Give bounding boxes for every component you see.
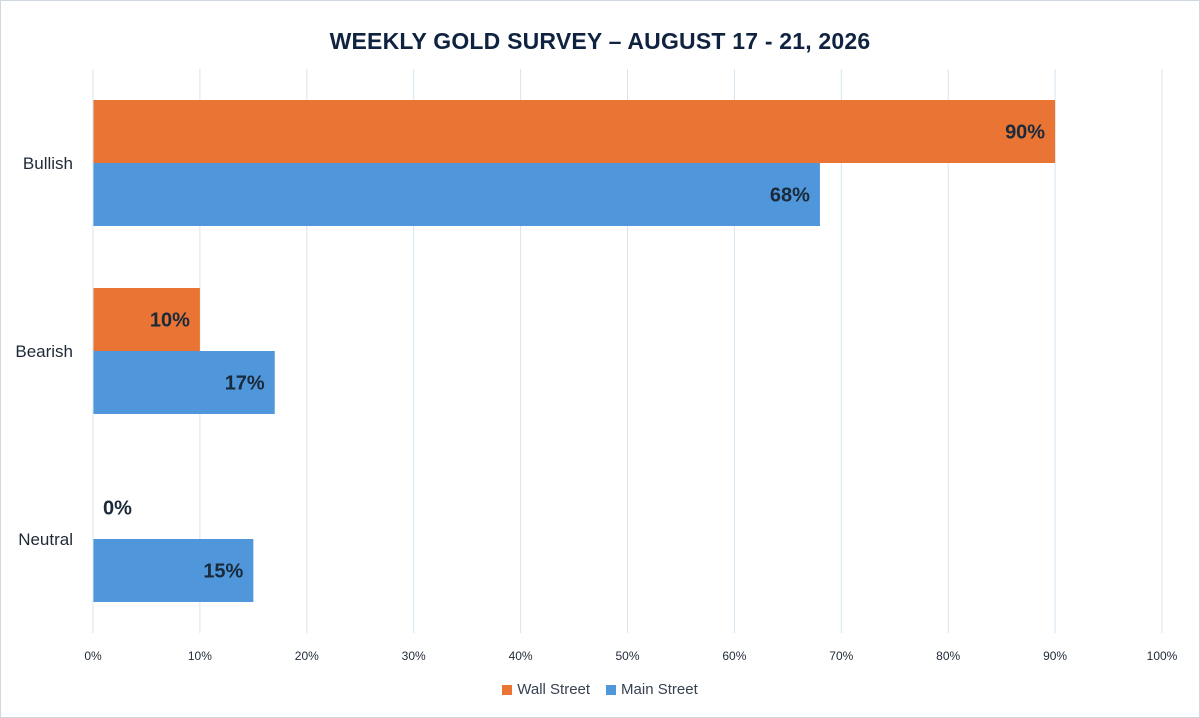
legend-item: Wall Street: [502, 681, 590, 698]
legend-label: Main Street: [621, 681, 698, 698]
data-label: 90%: [1005, 122, 1045, 144]
legend: Wall Street Main Street: [0, 681, 1200, 699]
x-tick-label: 60%: [722, 649, 746, 663]
x-tick-label: 40%: [509, 649, 533, 663]
legend-swatch: [502, 684, 513, 695]
x-tick-label: 30%: [402, 649, 426, 663]
x-tick-label: 100%: [1147, 649, 1178, 663]
x-tick-label: 0%: [84, 649, 102, 663]
x-tick-label: 20%: [295, 649, 319, 663]
x-tick-label: 10%: [188, 649, 212, 663]
bar-wall-street: [93, 100, 1056, 163]
legend-swatch: [606, 684, 617, 695]
legend-item: Main Street: [606, 681, 698, 698]
x-tick-label: 90%: [1043, 649, 1067, 663]
bar-wall-street: [93, 288, 200, 351]
data-label: 15%: [203, 561, 243, 583]
category-label: Neutral: [18, 530, 73, 549]
x-tick-label: 70%: [829, 649, 853, 663]
data-label: 68%: [770, 185, 810, 207]
data-label: 0%: [103, 498, 132, 520]
x-tick-label: 50%: [615, 649, 639, 663]
bar-main-street: [93, 163, 820, 226]
bar-main-street: [93, 539, 254, 602]
legend-label: Wall Street: [517, 681, 591, 698]
x-tick-label: 80%: [936, 649, 960, 663]
data-label: 10%: [150, 310, 190, 332]
category-label: Bearish: [15, 342, 73, 361]
data-label: 17%: [225, 373, 265, 395]
chart-title: WEEKLY GOLD SURVEY – AUGUST 17 - 21, 202…: [329, 28, 871, 54]
category-label: Bullish: [23, 154, 73, 173]
bar-main-street: [93, 351, 275, 414]
